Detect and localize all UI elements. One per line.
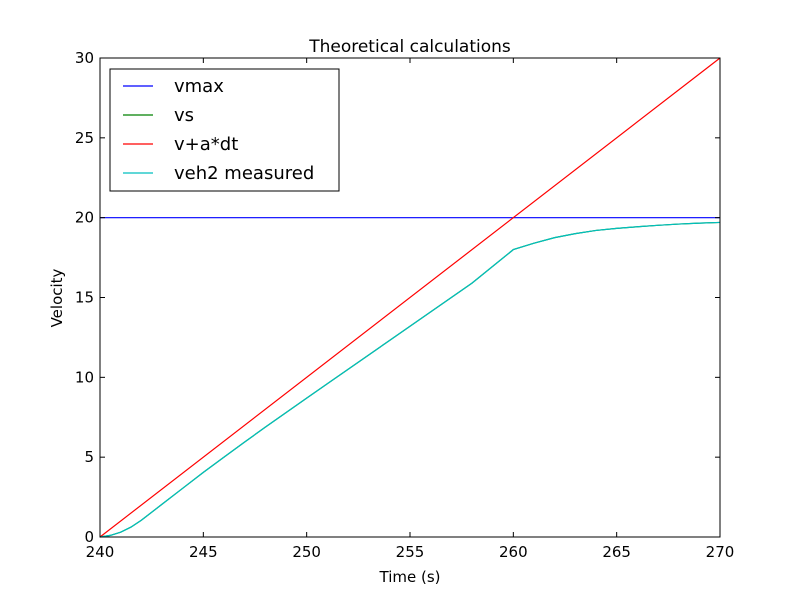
x-axis-ticks: 240 245 250 255 260 265 270: [86, 58, 735, 561]
legend: vmax vs v+a*dt veh2 measured: [109, 68, 340, 192]
legend-label-1: vs: [174, 105, 194, 126]
legend-label-2: v+a*dt: [174, 134, 238, 155]
legend-label-3: veh2 measured: [174, 163, 314, 184]
x-tick-label: 260: [499, 543, 528, 561]
x-tick-label: 250: [292, 543, 321, 561]
series-line-1: [99, 221, 721, 538]
legend-box: [109, 68, 340, 192]
x-tick-label: 255: [396, 543, 425, 561]
x-tick-label: 265: [602, 543, 631, 561]
x-tick-label: 240: [86, 543, 115, 561]
y-tick-label: 15: [75, 289, 94, 307]
series-line-2: [99, 57, 721, 538]
x-tick-label: 245: [189, 543, 218, 561]
y-tick-label: 10: [75, 368, 94, 386]
chart-title: Theoretical calculations: [308, 37, 511, 57]
y-tick-label: 25: [75, 129, 94, 147]
y-tick-label: 0: [84, 528, 94, 546]
series-line-3: [99, 221, 721, 538]
y-tick-label: 5: [84, 448, 94, 466]
legend-label-0: vmax: [174, 76, 224, 97]
y-tick-label: 20: [75, 209, 94, 227]
y-axis-ticks: 0 5 10 15 20 25 30: [75, 49, 720, 546]
series-lines: [99, 57, 721, 538]
x-axis-label: Time (s): [379, 568, 441, 586]
x-tick-label: 270: [706, 543, 735, 561]
y-axis-label: Velocity: [48, 268, 66, 327]
y-tick-label: 30: [75, 49, 94, 67]
